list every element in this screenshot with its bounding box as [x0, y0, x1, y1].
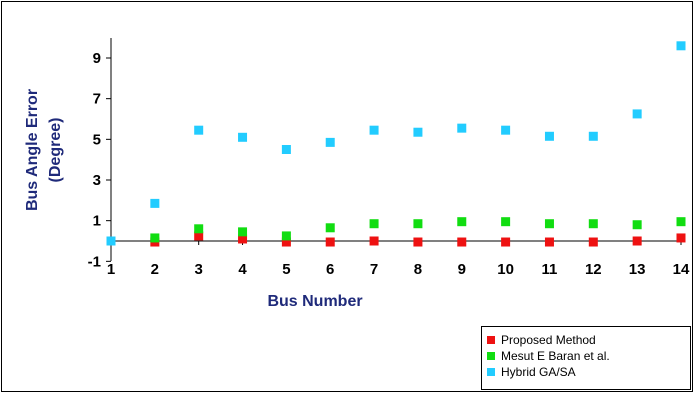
data-point — [457, 237, 467, 247]
data-point — [194, 224, 204, 234]
data-point — [632, 109, 642, 119]
data-point — [676, 217, 686, 227]
data-point — [238, 227, 248, 237]
x-tick-label: 11 — [542, 261, 558, 278]
data-point — [676, 41, 686, 51]
y-axis-ticks: -1 1 3 5 7 9 — [88, 50, 111, 270]
x-tick-label: 9 — [458, 261, 466, 278]
y-tick-label: -1 — [88, 253, 101, 270]
x-tick-label: 14 — [673, 261, 690, 278]
legend-item-mesut-e-baran: Mesut E Baran et al. — [487, 348, 690, 364]
data-point — [632, 236, 642, 246]
x-tick-label: 5 — [282, 261, 290, 278]
data-point — [588, 131, 598, 141]
x-tick-label: 4 — [238, 261, 247, 278]
data-point — [413, 219, 423, 229]
data-point — [544, 131, 554, 141]
data-point — [281, 231, 291, 241]
data-point — [501, 217, 511, 227]
series-1 — [106, 231, 686, 247]
y-tick-label: 1 — [93, 213, 101, 230]
y-tick-label: 3 — [93, 172, 101, 189]
data-point — [501, 125, 511, 135]
data-point — [457, 217, 467, 227]
data-point — [106, 236, 116, 246]
data-point — [588, 219, 598, 229]
data-point — [676, 233, 686, 243]
x-tick-label: 10 — [497, 261, 514, 278]
data-point — [150, 233, 160, 243]
data-points — [106, 41, 686, 247]
legend-swatch-mesut-e-baran — [487, 352, 495, 360]
data-point — [501, 237, 511, 247]
y-tick-label: 5 — [93, 131, 101, 148]
data-point — [369, 125, 379, 135]
x-tick-label: 13 — [629, 261, 646, 278]
y-tick-label: 9 — [93, 50, 101, 67]
data-point — [325, 137, 335, 147]
data-point — [413, 237, 423, 247]
y-axis-title-line1: Bus Angle Error — [24, 89, 41, 211]
data-point — [588, 237, 598, 247]
x-tick-label: 12 — [585, 261, 602, 278]
legend: Proposed Method Mesut E Baran et al. Hyb… — [481, 326, 691, 390]
legend-item-proposed-method: Proposed Method — [487, 332, 690, 348]
legend-swatch-proposed-method — [487, 336, 495, 344]
data-point — [369, 219, 379, 229]
data-point — [413, 127, 423, 137]
data-point — [281, 145, 291, 154]
data-point — [369, 236, 379, 246]
x-tick-label: 2 — [151, 261, 159, 278]
legend-item-hybrid-ga-sa: Hybrid GA/SA — [487, 364, 690, 380]
x-tick-label: 7 — [370, 261, 378, 278]
data-point — [194, 231, 204, 241]
series-3 — [106, 41, 686, 246]
legend-label: Mesut E Baran et al. — [501, 349, 610, 363]
x-axis-ticks: 1 2 3 4 5 6 7 8 9 10 11 12 13 14 — [107, 241, 690, 278]
x-axis-title: Bus Number — [267, 293, 362, 310]
x-tick-label: 3 — [195, 261, 203, 278]
data-point — [238, 132, 248, 142]
y-tick-label: 7 — [93, 91, 101, 108]
data-point — [281, 237, 291, 247]
data-point — [325, 237, 335, 247]
data-point — [632, 220, 642, 230]
data-point — [238, 234, 248, 244]
data-point — [150, 198, 160, 208]
legend-label: Hybrid GA/SA — [501, 365, 576, 379]
data-point — [457, 123, 467, 133]
x-tick-label: 1 — [107, 261, 115, 278]
y-axis-title-line2: (Degree) — [47, 118, 64, 183]
x-tick-label: 8 — [414, 261, 422, 278]
data-point — [544, 237, 554, 247]
legend-label: Proposed Method — [501, 333, 596, 347]
x-tick-label: 6 — [326, 261, 334, 278]
data-point — [325, 223, 335, 233]
data-point — [544, 219, 554, 229]
data-point — [194, 125, 204, 135]
legend-swatch-hybrid-ga-sa — [487, 368, 495, 376]
